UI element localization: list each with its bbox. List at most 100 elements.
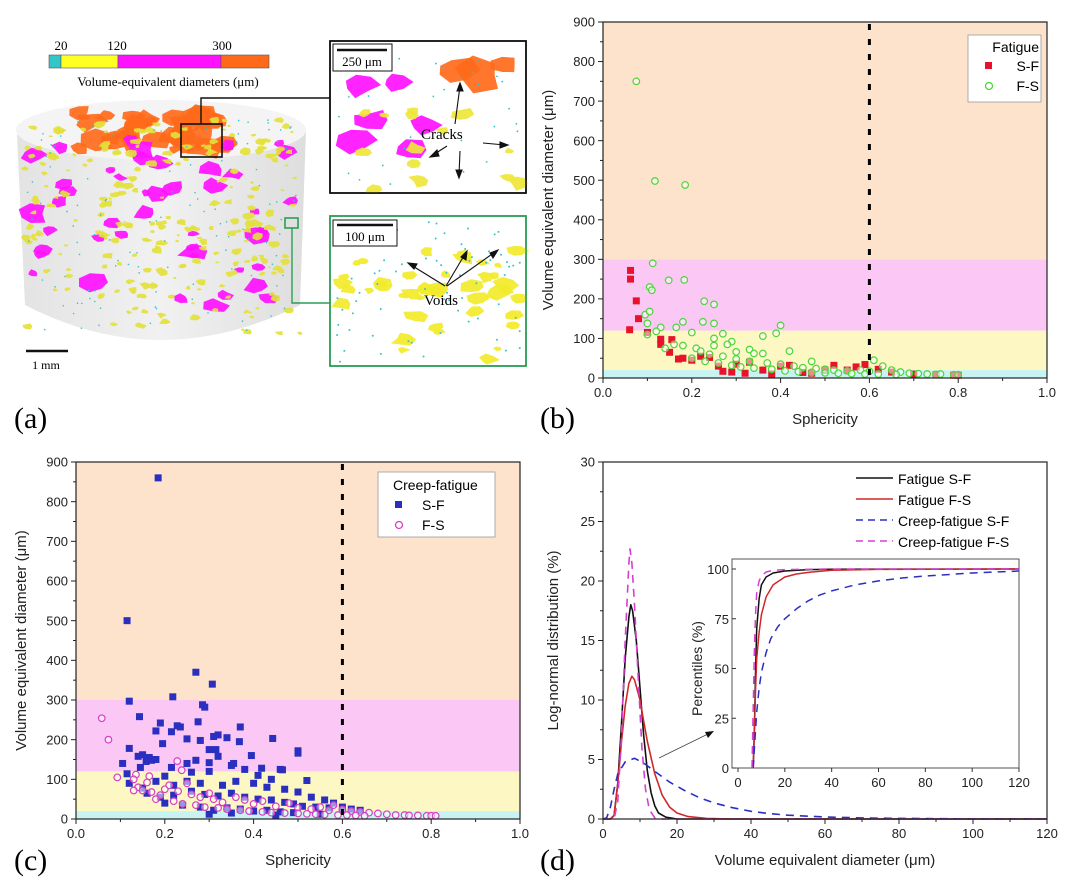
defect-particle: [59, 135, 62, 137]
defect-particle: [461, 296, 464, 299]
panel-c-creep-fatigue-scatter: 0.0 0.2 0.4 0.6 0.8 1.0 0 100 200 300 400 500 600 700…: [13, 455, 529, 877]
defect-particle: [283, 307, 294, 314]
data-point: [196, 793, 205, 802]
defect-particle: [91, 125, 93, 128]
defect-particle: [497, 230, 500, 233]
defect-particle: [126, 279, 136, 285]
defect-particle: [26, 191, 29, 194]
defect-particle: [282, 196, 298, 206]
defect-particle: [270, 315, 272, 317]
defect-particle: [242, 227, 252, 233]
series-f-s: [632, 77, 963, 379]
y-tick-label: 700: [46, 534, 68, 549]
defect-particle: [249, 315, 255, 319]
data-point: [635, 315, 643, 323]
defect-particle: [244, 220, 256, 228]
defect-particle: [33, 250, 50, 259]
inset-y-tick-label: 0: [722, 761, 729, 776]
inset-x-tick-label: 80: [918, 775, 932, 790]
defect-particle: [268, 301, 271, 303]
data-point: [263, 806, 271, 814]
scale-bar-100-label: 100 μm: [345, 229, 385, 244]
defect-particle: [76, 302, 79, 304]
inset-y-tick-label: 50: [715, 662, 729, 677]
defect-particle: [492, 277, 520, 295]
defect-particle: [65, 267, 72, 271]
defect-particle: [442, 68, 445, 70]
defect-particle: [479, 353, 500, 365]
x-tick-label: 0.4: [245, 826, 263, 841]
defect-particle: [403, 311, 429, 323]
data-point: [169, 693, 177, 701]
defect-particle: [514, 316, 517, 319]
defect-particle: [178, 263, 187, 269]
defect-particle: [28, 125, 38, 131]
series-line-fatigue-f-s: [752, 568, 1020, 769]
defect-particle: [440, 264, 443, 267]
defect-particle: [389, 183, 392, 185]
data-point: [258, 807, 267, 816]
defect-particle: [285, 147, 288, 150]
y-tick-label: 0: [588, 812, 595, 827]
y-tick-label: 200: [573, 292, 595, 307]
data-point: [679, 354, 687, 362]
defect-particle: [131, 187, 138, 193]
defect-particle: [160, 130, 162, 132]
data-point: [254, 771, 262, 779]
defect-particle: [255, 307, 260, 310]
data-point: [701, 357, 710, 366]
defect-particle: [279, 258, 291, 266]
data-point: [294, 788, 302, 796]
data-point: [329, 801, 338, 810]
panel-label-d: (d): [540, 844, 575, 877]
defect-particle: [227, 235, 230, 238]
defect-particle: [271, 263, 274, 266]
data-point: [750, 364, 758, 373]
defect-particle: [259, 138, 268, 145]
defect-particle: [142, 267, 152, 273]
defect-particle: [49, 152, 52, 154]
data-point: [374, 809, 382, 818]
data-point: [232, 777, 240, 785]
defect-particle: [148, 282, 159, 289]
defect-particle: [405, 141, 426, 154]
defect-particle: [89, 297, 91, 300]
defect-particle: [383, 259, 386, 262]
defect-particle: [79, 127, 86, 132]
data-point: [281, 798, 289, 806]
defect-particle: [250, 187, 256, 191]
defect-particle: [38, 244, 41, 246]
defect-particle: [490, 56, 515, 73]
defect-particle: [227, 124, 231, 128]
defect-particle: [274, 139, 284, 147]
defect-particle: [258, 184, 261, 187]
data-point: [661, 344, 670, 353]
data-point: [700, 297, 709, 306]
data-point: [768, 370, 776, 378]
defect-particle: [460, 139, 463, 142]
defect-particle: [42, 132, 44, 135]
legend-label-creep-sf: Creep-fatigue S-F: [898, 513, 1009, 529]
legend-label-fs: F-S: [1016, 78, 1039, 94]
defect-particle: [220, 139, 235, 151]
x-tick-label: 20: [670, 826, 684, 841]
data-point: [161, 799, 169, 807]
defect-particle: [400, 288, 422, 300]
data-point: [360, 811, 369, 820]
data-point: [247, 752, 255, 760]
defect-particle: [207, 312, 209, 314]
defect-particle: [152, 122, 161, 127]
series-line-creep-fatigue-s-f: [752, 570, 1020, 769]
defect-particle: [475, 282, 478, 285]
defect-particle: [27, 153, 36, 159]
defect-particle: [505, 310, 524, 320]
data-point: [807, 357, 816, 366]
defect-particle: [195, 279, 206, 286]
defect-particle: [390, 332, 417, 346]
defect-particle: [130, 138, 141, 145]
defect-particle: [80, 327, 83, 329]
defect-particle: [237, 133, 240, 135]
defect-particle: [477, 58, 480, 61]
defect-particle: [103, 129, 109, 134]
defect-particle: [41, 279, 44, 281]
